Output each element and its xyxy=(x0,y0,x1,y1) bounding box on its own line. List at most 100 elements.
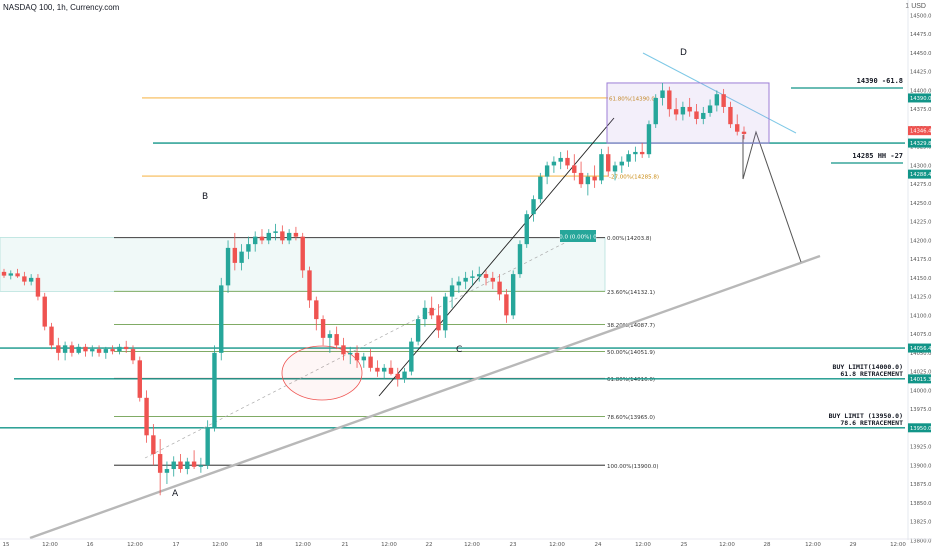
price-tick-label: 13900.0 xyxy=(910,463,931,469)
candle-body xyxy=(585,176,591,185)
price-tick-label: 14150.0 xyxy=(910,276,931,282)
candle-body xyxy=(429,307,434,316)
price-tick-label: 14025.0 xyxy=(910,370,931,376)
candle-body xyxy=(307,270,312,301)
price-tick-label: 14000.0 xyxy=(910,388,931,394)
candle-body xyxy=(246,244,251,252)
candle-body xyxy=(124,346,129,350)
candle-body xyxy=(612,165,618,172)
candle-body xyxy=(164,469,170,473)
price-tick-label: 14300.0 xyxy=(910,163,931,169)
candle-body xyxy=(714,94,720,106)
candle-body xyxy=(558,157,563,162)
candle-body xyxy=(185,461,190,470)
candle-body xyxy=(660,90,665,98)
price-tick-label: 14475.0 xyxy=(910,32,931,38)
fib-level-label: 0.00%(14203.8) xyxy=(607,236,652,242)
price-tag-label: 14056.4 xyxy=(910,346,932,352)
candle-body xyxy=(565,157,570,166)
candle-body xyxy=(443,296,448,331)
price-tag xyxy=(908,93,931,103)
candle-body xyxy=(449,285,455,297)
time-tick-label: 25 xyxy=(681,542,688,548)
candle-body xyxy=(157,454,163,473)
time-tick-label: 15 xyxy=(3,542,10,548)
fib-level-label: 61.80%(14016.0) xyxy=(607,377,655,383)
currency-label: 1 USD xyxy=(905,3,926,10)
price-tag-label: 14015.3 xyxy=(910,377,931,383)
note-text: 14285 HH -27 xyxy=(852,152,903,160)
price-tag-label: 14346.4 xyxy=(910,129,932,135)
candle-body xyxy=(320,319,326,338)
candle-body xyxy=(266,232,271,241)
candle-body xyxy=(314,300,319,320)
price-tick-label: 14225.0 xyxy=(910,220,931,226)
price-tick-label: 14050.0 xyxy=(910,351,931,357)
price-tag xyxy=(908,423,931,433)
candle-body xyxy=(592,176,597,181)
candle-body xyxy=(117,346,122,352)
candle-body xyxy=(76,346,81,353)
note-text: 14390 -61.8 xyxy=(857,77,903,85)
time-tick-label: 16 xyxy=(87,542,94,548)
candle-body xyxy=(56,345,61,353)
price-tick-label: 14175.0 xyxy=(910,257,931,263)
candle-body xyxy=(8,273,13,276)
fib-level-label: 78.60%(13965.0) xyxy=(607,415,655,421)
candle-body xyxy=(531,199,536,215)
candle-body xyxy=(402,371,407,380)
time-tick-label: 12:00 xyxy=(549,542,565,548)
price-tag-label: 14329.8 xyxy=(910,141,931,147)
price-tick-label: 14500.0 xyxy=(910,13,931,19)
descending-line xyxy=(642,52,797,134)
candle-body xyxy=(538,176,543,200)
fib-level-label: 38.20%(14087.7) xyxy=(607,323,655,329)
candle-body xyxy=(103,349,109,353)
candle-body xyxy=(687,106,692,112)
candle-body xyxy=(375,367,380,372)
candle-body xyxy=(436,315,441,331)
candle-body xyxy=(456,281,462,286)
time-tick-label: 12:00 xyxy=(42,542,58,548)
candle-body xyxy=(381,367,387,372)
price-tag-label: 14390.0 xyxy=(910,96,931,102)
level-annotation: BUY LIMIT(14000.0) xyxy=(833,363,903,371)
candle-body xyxy=(69,345,75,353)
price-tag xyxy=(908,138,931,148)
time-tick-label: 12:00 xyxy=(127,542,143,548)
candle-body xyxy=(171,461,176,470)
fib-level-label: 50.00%(14051.9) xyxy=(607,350,655,356)
candle-body xyxy=(96,349,102,353)
time-tick-label: 12:00 xyxy=(464,542,480,548)
candle-body xyxy=(361,356,367,361)
candle-body xyxy=(259,236,265,241)
candle-body xyxy=(483,274,489,278)
price-tick-label: 13825.0 xyxy=(910,520,931,526)
candle-body xyxy=(653,97,658,125)
price-tick-label: 13975.0 xyxy=(910,407,931,413)
price-tick-label: 14125.0 xyxy=(910,295,931,301)
candle-body xyxy=(137,360,142,398)
candle-body xyxy=(15,273,20,277)
candle-body xyxy=(639,151,645,155)
price-tick-label: 14400.0 xyxy=(910,88,931,94)
candle-body xyxy=(551,161,557,166)
candle-body xyxy=(205,427,210,466)
candle-body xyxy=(293,232,299,237)
candle-body xyxy=(225,247,231,286)
candle-body xyxy=(646,124,652,155)
time-tick-label: 22 xyxy=(426,542,433,548)
candle-body xyxy=(348,352,353,355)
candle-body xyxy=(667,90,672,110)
candle-body xyxy=(110,349,115,352)
price-tick-label: 14250.0 xyxy=(910,201,931,207)
candle-body xyxy=(701,112,706,119)
candle-body xyxy=(334,334,339,346)
candle-body xyxy=(470,276,475,278)
candle-body xyxy=(510,274,516,316)
candle-body xyxy=(735,124,740,132)
candle-body xyxy=(280,231,285,241)
time-tick-label: 21 xyxy=(342,542,349,548)
point-label: A xyxy=(172,489,179,499)
